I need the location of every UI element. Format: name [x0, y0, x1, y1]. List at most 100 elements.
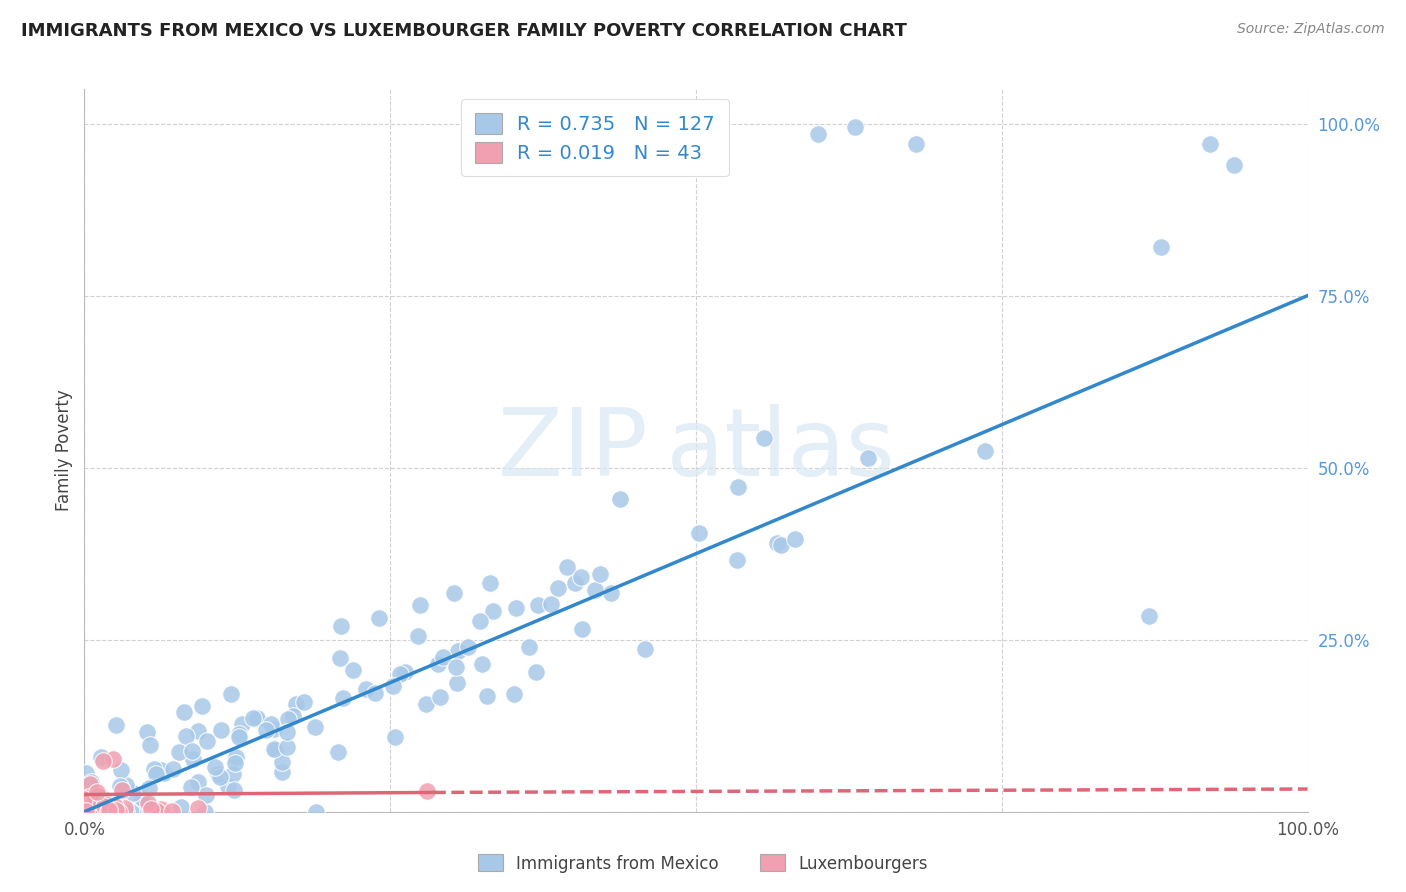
Point	[83, 802, 105, 816]
Point	[844, 120, 866, 134]
Point	[114, 801, 136, 815]
Point	[139, 805, 162, 819]
Point	[589, 566, 612, 581]
Point	[98, 803, 121, 817]
Point	[93, 799, 115, 814]
Point	[96, 805, 118, 819]
Point	[600, 585, 623, 599]
Point	[479, 576, 502, 591]
Point	[326, 745, 349, 759]
Point	[93, 797, 115, 811]
Point	[547, 582, 569, 596]
Point	[87, 805, 110, 819]
Point	[427, 657, 450, 672]
Point	[191, 698, 214, 713]
Point	[292, 695, 315, 709]
Point	[169, 745, 191, 759]
Point	[104, 799, 127, 814]
Point	[219, 687, 242, 701]
Point	[245, 712, 267, 726]
Point	[77, 789, 100, 804]
Point	[305, 805, 328, 819]
Point	[91, 790, 114, 805]
Point	[389, 666, 412, 681]
Point	[457, 640, 479, 654]
Point	[284, 697, 307, 711]
Point	[114, 805, 136, 819]
Point	[263, 722, 285, 736]
Point	[503, 687, 526, 701]
Point	[208, 770, 231, 784]
Point	[186, 801, 208, 815]
Point	[93, 754, 115, 768]
Point	[266, 742, 288, 756]
Point	[108, 805, 131, 819]
Point	[82, 798, 104, 813]
Point	[225, 750, 247, 764]
Y-axis label: Family Poverty: Family Poverty	[55, 390, 73, 511]
Point	[384, 730, 406, 744]
Point	[276, 739, 298, 754]
Point	[271, 755, 294, 769]
Point	[569, 570, 592, 584]
Point	[104, 718, 127, 732]
Point	[416, 784, 439, 798]
Point	[181, 752, 204, 766]
Point	[180, 744, 202, 758]
Point	[152, 766, 174, 780]
Point	[145, 804, 167, 818]
Point	[94, 805, 117, 819]
Point	[75, 804, 97, 818]
Point	[304, 720, 326, 734]
Point	[73, 805, 96, 819]
Point	[136, 725, 159, 739]
Text: Source: ZipAtlas.com: Source: ZipAtlas.com	[1237, 22, 1385, 37]
Point	[394, 665, 416, 679]
Point	[470, 614, 492, 628]
Point	[103, 801, 125, 815]
Point	[856, 451, 879, 466]
Point	[447, 644, 470, 658]
Point	[187, 724, 209, 739]
Point	[80, 798, 103, 813]
Point	[224, 756, 246, 770]
Point	[139, 802, 162, 816]
Point	[138, 781, 160, 796]
Point	[517, 640, 540, 655]
Point	[101, 800, 124, 814]
Point	[105, 805, 128, 819]
Point	[415, 697, 437, 711]
Point	[145, 767, 167, 781]
Point	[432, 649, 454, 664]
Point	[905, 137, 928, 152]
Point	[79, 801, 101, 815]
Point	[785, 532, 807, 546]
Point	[145, 805, 167, 819]
Point	[73, 805, 96, 819]
Point	[246, 711, 269, 725]
Point	[329, 618, 352, 632]
Point	[471, 657, 494, 671]
Point	[83, 805, 105, 819]
Point	[134, 799, 156, 814]
Point	[527, 599, 550, 613]
Point	[97, 805, 120, 819]
Point	[974, 444, 997, 458]
Legend: R = 0.735   N = 127, R = 0.019   N = 43: R = 0.735 N = 127, R = 0.019 N = 43	[461, 99, 728, 177]
Point	[231, 716, 253, 731]
Point	[122, 786, 145, 800]
Point	[73, 792, 96, 806]
Point	[443, 586, 465, 600]
Point	[138, 738, 160, 752]
Point	[111, 782, 134, 797]
Point	[381, 679, 404, 693]
Point	[149, 802, 172, 816]
Point	[769, 538, 792, 552]
Point	[150, 764, 173, 778]
Point	[115, 778, 138, 792]
Point	[276, 725, 298, 739]
Point	[76, 805, 98, 819]
Point	[131, 790, 153, 805]
Point	[86, 801, 108, 815]
Point	[555, 559, 578, 574]
